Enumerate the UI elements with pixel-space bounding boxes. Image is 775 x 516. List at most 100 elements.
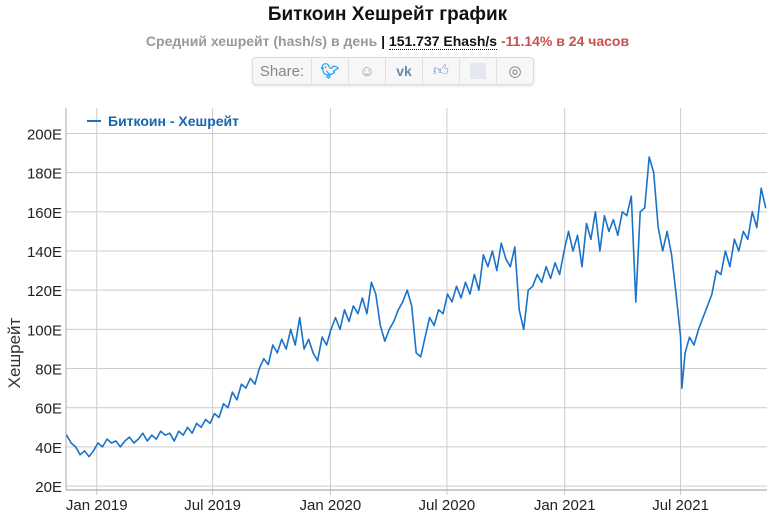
data-point	[299, 317, 301, 319]
data-point	[603, 215, 605, 217]
data-point	[334, 317, 337, 319]
separator: |	[381, 33, 386, 49]
data-point	[639, 211, 641, 213]
data-point	[218, 416, 220, 419]
data-point	[348, 320, 350, 323]
data-point	[585, 222, 588, 225]
data-point	[325, 344, 328, 346]
data-point	[384, 340, 386, 342]
share-label: Share:	[253, 58, 312, 84]
data-point	[415, 352, 417, 354]
data-point	[204, 418, 207, 421]
data-point	[563, 250, 565, 252]
data-point	[97, 442, 99, 444]
data-point	[357, 313, 359, 315]
data-point	[281, 338, 283, 340]
vk-icon[interactable]: vk	[386, 58, 423, 84]
data-points	[66, 156, 767, 458]
data-point	[75, 446, 77, 448]
data-point	[648, 156, 650, 158]
blank-icon[interactable]	[460, 58, 497, 84]
data-point	[460, 297, 462, 299]
data-point	[478, 289, 480, 291]
current-hashrate: 151.737 Ehash/s	[388, 33, 498, 50]
data-point	[222, 403, 225, 405]
data-point	[115, 440, 117, 442]
share-bar: Share: 🐦︎ ☺ vk 👍︎ ◎	[252, 57, 534, 85]
data-point	[491, 250, 493, 252]
data-point	[137, 438, 139, 440]
data-point	[532, 285, 534, 287]
data-point	[442, 313, 444, 315]
data-point	[375, 293, 377, 295]
data-point	[464, 281, 467, 283]
data-point	[209, 422, 211, 424]
data-point	[191, 432, 193, 434]
data-point	[70, 442, 72, 444]
data-point	[276, 352, 278, 354]
data-point	[411, 305, 413, 307]
data-point	[733, 238, 735, 240]
data-point	[312, 352, 314, 354]
data-point	[617, 234, 619, 236]
data-point	[536, 273, 538, 276]
data-point	[747, 238, 749, 240]
data-point	[272, 344, 274, 346]
data-point	[128, 436, 130, 438]
data-point	[621, 211, 623, 213]
data-point	[308, 338, 310, 340]
data-point	[406, 289, 408, 291]
reddit-icon[interactable]: ☺	[349, 58, 386, 84]
twitter-icon[interactable]: 🐦︎	[312, 58, 349, 84]
data-point	[106, 438, 108, 440]
x-tick-label: Jan 2020	[300, 497, 362, 514]
data-point	[635, 301, 637, 303]
x-tick-label: Jul 2020	[419, 497, 476, 514]
data-point	[263, 358, 265, 360]
weibo-icon[interactable]: ◎	[508, 63, 522, 80]
data-point	[110, 442, 113, 444]
x-tick-label: Jan 2021	[534, 497, 596, 514]
data-point	[505, 258, 507, 260]
data-point	[487, 266, 489, 268]
data-point	[693, 344, 695, 346]
change-24h: -11.14% в 24 часов	[500, 33, 630, 49]
data-point	[321, 336, 323, 338]
data-point	[765, 207, 767, 209]
data-point	[424, 336, 426, 338]
data-point	[397, 309, 399, 311]
data-point	[523, 328, 525, 330]
data-point	[590, 238, 592, 240]
data-point	[231, 391, 234, 393]
x-tick-label: Jan 2019	[66, 497, 128, 514]
x-tick-label: Jul 2021	[652, 497, 709, 514]
data-point	[715, 269, 718, 272]
x-tick-label: Jul 2019	[184, 497, 241, 514]
data-point	[545, 266, 547, 268]
data-point	[388, 328, 390, 330]
data-point	[662, 250, 664, 252]
data-point	[169, 432, 171, 434]
y-tick-label: 160E	[27, 205, 62, 222]
data-point	[393, 320, 395, 323]
data-point	[316, 360, 319, 362]
data-point	[236, 399, 238, 401]
like-icon[interactable]: 👍︎	[423, 58, 460, 84]
subtitle-text: Средний хешрейт (hash/s) в день	[145, 33, 378, 49]
data-point	[142, 432, 144, 434]
data-point	[294, 344, 296, 346]
legend: Биткоин - Хешрейт	[87, 113, 239, 129]
data-point	[83, 450, 86, 452]
data-point	[79, 454, 81, 456]
data-point	[518, 309, 520, 311]
data-point	[420, 356, 422, 358]
data-point	[684, 352, 686, 354]
y-tick-label: 40E	[35, 440, 62, 457]
data-point	[473, 273, 476, 276]
data-point	[608, 230, 610, 233]
data-point	[240, 383, 243, 385]
data-point	[155, 438, 157, 440]
data-point	[160, 430, 162, 432]
y-tick-label: 20E	[35, 479, 62, 496]
data-point	[496, 269, 498, 272]
